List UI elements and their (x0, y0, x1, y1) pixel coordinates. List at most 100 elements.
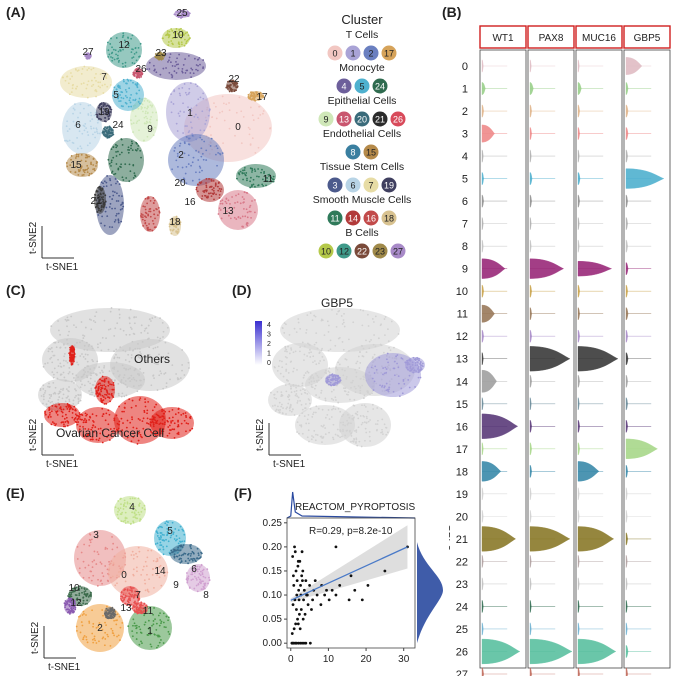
violin (529, 172, 533, 185)
violin-column-frame (623, 49, 671, 669)
cancer-region (113, 396, 166, 445)
scatter-point (299, 584, 302, 587)
legend-cluster-id: 1 (350, 49, 355, 59)
color-scale-tick: 0 (267, 360, 271, 367)
tsne1-label: t-SNE1 (46, 459, 79, 470)
violin (577, 622, 580, 636)
color-scale-tick: 3 (267, 332, 271, 339)
cluster-map-label: 24 (112, 120, 124, 131)
y-tick-label: 0.20 (263, 542, 283, 553)
gene-header-box (527, 25, 575, 49)
cluster-map-label: 13 (222, 206, 234, 217)
legend-cluster-id: 19 (384, 181, 394, 191)
cluster-map-label: 3 (93, 530, 99, 541)
row-label: 7 (462, 219, 468, 231)
scatter-point (323, 593, 327, 597)
legend-swatch (363, 210, 379, 226)
y-tick-label: 0.25 (263, 518, 283, 529)
color-scale-tick: 4 (267, 322, 271, 329)
violin (577, 149, 580, 163)
cluster-map-label: 19 (98, 107, 110, 118)
cluster-map-label: 17 (256, 92, 268, 103)
scatter-point (313, 579, 317, 582)
scatter-point (294, 622, 298, 626)
violin (577, 284, 580, 298)
cancer-region (68, 345, 76, 366)
violin (529, 577, 532, 591)
scatter-point (308, 584, 311, 587)
cluster-map-label: 13 (120, 603, 132, 614)
violin (529, 217, 532, 231)
violin (481, 258, 506, 279)
cluster-map-label: 18 (169, 217, 181, 228)
x-tick-label: 10 (323, 654, 335, 665)
violin (625, 127, 629, 140)
violin (481, 600, 484, 613)
legend-swatch (318, 111, 334, 127)
tsne2-label: t-SNE2 (255, 418, 266, 451)
scatter-point (291, 603, 295, 607)
scatter-point (334, 593, 338, 597)
violin (481, 509, 484, 523)
cluster-map-label: 7 (135, 590, 141, 601)
violin (481, 82, 486, 95)
others-label: Others (134, 352, 170, 366)
violin (481, 487, 484, 501)
legend-cluster-id: 23 (375, 247, 385, 257)
cluster-blob (127, 605, 172, 650)
row-label: 17 (456, 444, 468, 456)
cluster-map-label: 21 (90, 196, 102, 207)
scatter-point (290, 632, 294, 635)
violin (625, 555, 628, 568)
violin (577, 555, 580, 568)
row-label: 13 (456, 354, 468, 366)
row-label: 23 (456, 579, 468, 591)
violin (577, 127, 580, 140)
scatter-point (319, 603, 323, 607)
violin (625, 194, 628, 208)
cluster-map-label: 10 (172, 30, 184, 41)
violin (625, 284, 628, 298)
violin (481, 638, 521, 665)
row-label: 6 (462, 196, 468, 208)
cluster-map-label: 2 (97, 623, 103, 634)
high-expression-region (405, 356, 425, 374)
violin (481, 194, 484, 208)
violin (625, 509, 628, 523)
row-label: 5 (462, 174, 468, 186)
legend-cluster-id: 21 (375, 115, 385, 125)
violin (625, 577, 628, 591)
tsne-region (268, 384, 312, 416)
plot-frame (286, 517, 416, 649)
scatter-point (296, 559, 300, 563)
violin (529, 442, 532, 456)
scatter-point (330, 588, 334, 592)
x-tick-label: 0 (288, 654, 294, 665)
x-tick-label: 20 (360, 654, 372, 665)
cluster-map-label: 0 (121, 570, 127, 581)
scatter-point (297, 598, 301, 602)
scatter-point (347, 598, 351, 602)
legend-cluster-id: 4 (341, 82, 346, 92)
violin (529, 622, 532, 636)
row-label: 14 (456, 376, 468, 388)
violin (625, 645, 629, 658)
legend-cluster-id: 18 (384, 214, 394, 224)
violin (577, 261, 613, 277)
legend-cluster-id: 22 (357, 247, 367, 257)
legend-group-name: Epithelial Cells (328, 95, 397, 107)
violin (577, 104, 580, 118)
legend-cluster-id: 10 (321, 247, 331, 257)
violin (625, 307, 629, 321)
violin (481, 329, 484, 343)
legend-swatch (354, 111, 370, 127)
violin (625, 82, 629, 95)
scatter-point (296, 617, 299, 621)
legend-swatch (390, 243, 406, 259)
violin (625, 329, 628, 343)
violin (577, 638, 617, 665)
cluster-map-label: 4 (129, 502, 135, 513)
legend-swatch (336, 78, 352, 94)
cluster-map-label: 11 (263, 174, 274, 185)
legend-swatch (381, 177, 397, 193)
